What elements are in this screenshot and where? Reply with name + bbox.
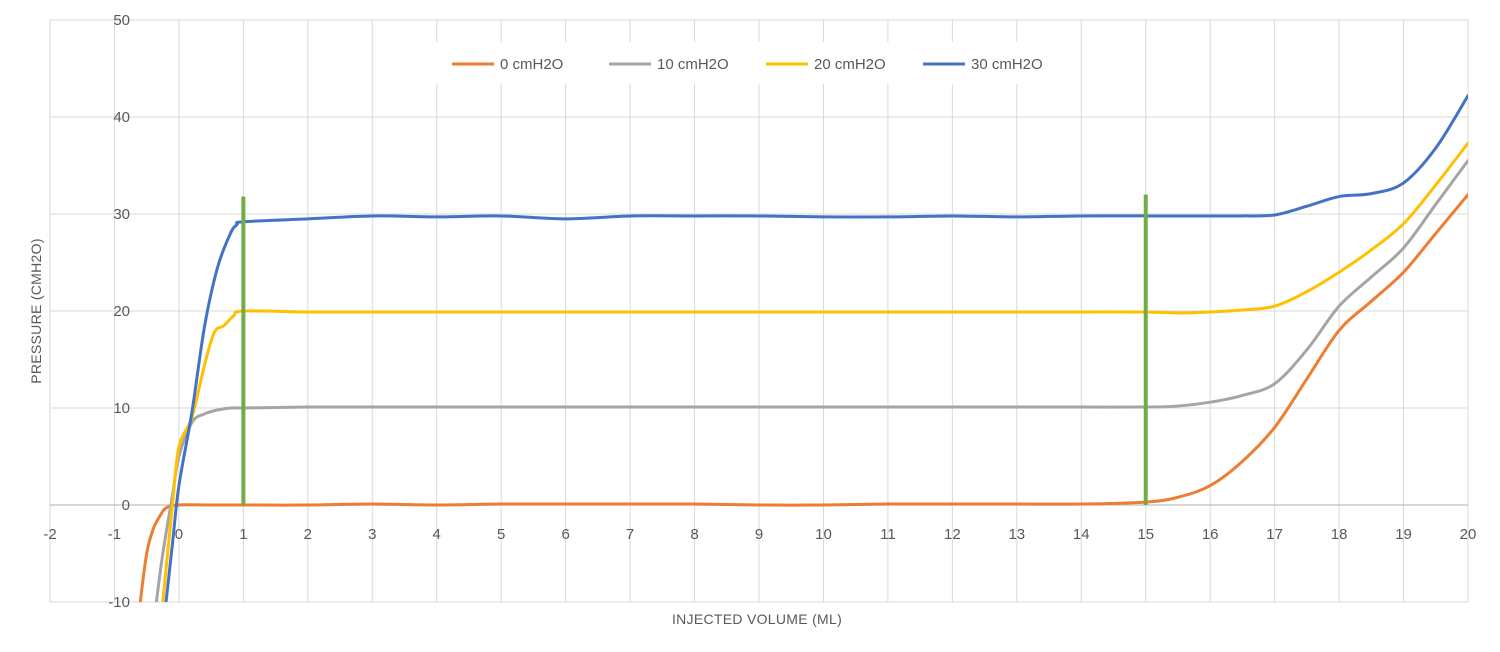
- legend-entry: 20 cmH2O: [814, 56, 886, 73]
- x-tick-label: 11: [880, 526, 896, 543]
- x-tick-label: 13: [1008, 526, 1025, 543]
- x-tick-label: 19: [1395, 526, 1412, 543]
- series-lines: [138, 94, 1468, 602]
- legend: 0 cmH2O 10 cmH2O 20 cmH2O 30 cmH2O: [422, 42, 1080, 84]
- y-tick-label: -10: [108, 594, 130, 611]
- x-tick-label: 8: [690, 526, 698, 543]
- y-tick-label: 50: [113, 12, 130, 29]
- x-tick-label: 5: [497, 526, 505, 543]
- x-tick-label: 3: [368, 526, 376, 543]
- series-line-20-cmh2o: [161, 141, 1468, 602]
- x-axis-title: INJECTED VOLUME (ML): [672, 611, 842, 627]
- x-tick-label: 14: [1073, 526, 1090, 543]
- marker-lines: [241, 194, 1148, 505]
- y-tick-label: 10: [113, 400, 130, 417]
- x-tick-label: 4: [433, 526, 441, 543]
- tick-labels: -2 -1 0 1 2 3 4 5 6 7 8 9 10 11 12 13 14 15 16 17 18 19 20-100…: [43, 12, 1476, 611]
- series-line-0-cmh2o: [138, 193, 1468, 602]
- y-tick-label: 30: [113, 206, 130, 223]
- x-tick-label: -2: [43, 526, 56, 543]
- x-tick-label: 15: [1137, 526, 1154, 543]
- x-tick-label: 0: [175, 526, 183, 543]
- x-tick-label: 12: [944, 526, 961, 543]
- x-tick-label: 16: [1202, 526, 1219, 543]
- series-line-10-cmh2o: [154, 159, 1468, 602]
- legend-box: [422, 42, 1080, 84]
- legend-entry: 30 cmH2O: [971, 56, 1043, 73]
- legend-entry: 10 cmH2O: [657, 56, 729, 73]
- x-tick-label: 1: [239, 526, 247, 543]
- series-line-30-cmh2o: [164, 94, 1468, 602]
- x-tick-label: 2: [304, 526, 312, 543]
- x-tick-label: 18: [1331, 526, 1348, 543]
- x-tick-label: -1: [108, 526, 121, 543]
- x-tick-label: 10: [815, 526, 832, 543]
- y-tick-label: 20: [113, 303, 130, 320]
- x-tick-label: 7: [626, 526, 634, 543]
- x-tick-label: 9: [755, 526, 763, 543]
- x-tick-label: 17: [1266, 526, 1283, 543]
- legend-entry: 0 cmH2O: [500, 56, 563, 73]
- x-tick-label: 20: [1460, 526, 1477, 543]
- y-tick-label: 0: [122, 497, 130, 514]
- y-axis-title: PRESSURE (CMH2O): [28, 238, 44, 384]
- y-tick-label: 40: [113, 109, 130, 126]
- x-tick-label: 6: [561, 526, 569, 543]
